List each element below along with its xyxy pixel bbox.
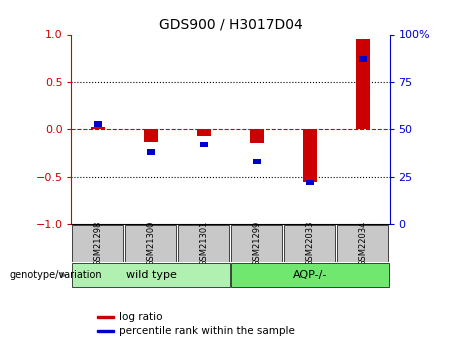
Text: GSM22033: GSM22033 <box>306 220 314 266</box>
Bar <box>253 159 261 165</box>
Bar <box>249 129 265 143</box>
Bar <box>97 316 114 317</box>
Bar <box>97 331 114 332</box>
Text: GSM21300: GSM21300 <box>147 220 155 266</box>
Bar <box>125 225 177 262</box>
Bar <box>302 129 318 181</box>
Bar <box>147 149 155 155</box>
Bar <box>231 263 389 287</box>
Bar <box>72 263 230 287</box>
Bar <box>359 56 367 62</box>
Bar <box>178 225 230 262</box>
Text: genotype/variation: genotype/variation <box>9 270 102 280</box>
Bar <box>355 39 371 129</box>
Bar <box>231 225 283 262</box>
Bar <box>337 225 389 262</box>
Bar <box>72 225 124 262</box>
Bar <box>284 225 336 262</box>
Text: log ratio: log ratio <box>119 312 163 322</box>
Bar <box>196 129 212 136</box>
Text: AQP-/-: AQP-/- <box>293 270 327 280</box>
Text: GSM22034: GSM22034 <box>359 220 367 266</box>
Text: GSM21299: GSM21299 <box>253 220 261 266</box>
Bar <box>94 121 102 127</box>
Title: GDS900 / H3017D04: GDS900 / H3017D04 <box>159 18 302 32</box>
Bar <box>200 142 208 147</box>
Text: percentile rank within the sample: percentile rank within the sample <box>119 326 295 336</box>
Bar <box>90 127 106 129</box>
Text: wild type: wild type <box>125 270 177 280</box>
Text: GSM21298: GSM21298 <box>94 220 102 266</box>
Bar <box>143 129 159 142</box>
Text: GSM21301: GSM21301 <box>200 220 208 266</box>
Bar <box>306 180 314 185</box>
